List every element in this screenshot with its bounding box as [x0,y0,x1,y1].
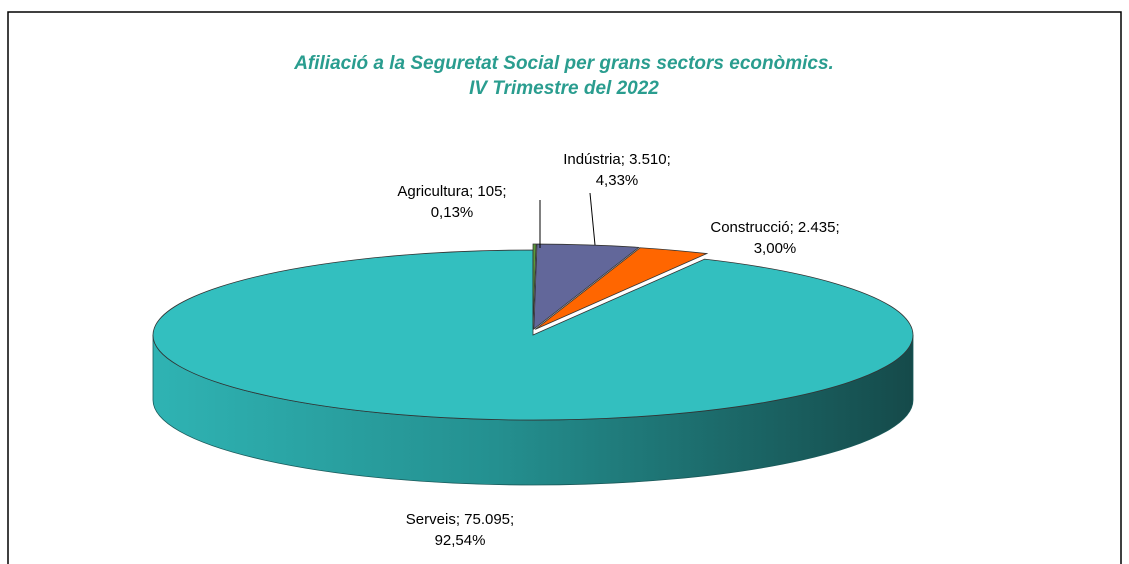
data-label: Construcció; 2.435; [710,219,839,236]
data-label: Indústria; 3.510; [563,151,671,168]
chart-title: IV Trimestre del 2022 [469,78,659,99]
pie-slice [534,247,709,330]
data-label: Agricultura; 105; [397,183,506,200]
data-label: 4,33% [596,172,639,189]
data-label: 3,00% [754,240,797,257]
pie [152,243,914,486]
leader-line [589,192,596,246]
data-label: Serveis; 75.095; [406,511,514,528]
data-label: 92,54% [435,532,486,549]
pie-slice [532,243,537,330]
pie-slice [533,243,640,330]
data-label: 0,13% [431,204,474,221]
chart-title: Afiliació a la Seguretat Social per gran… [293,53,834,74]
pie-slice [152,249,914,421]
